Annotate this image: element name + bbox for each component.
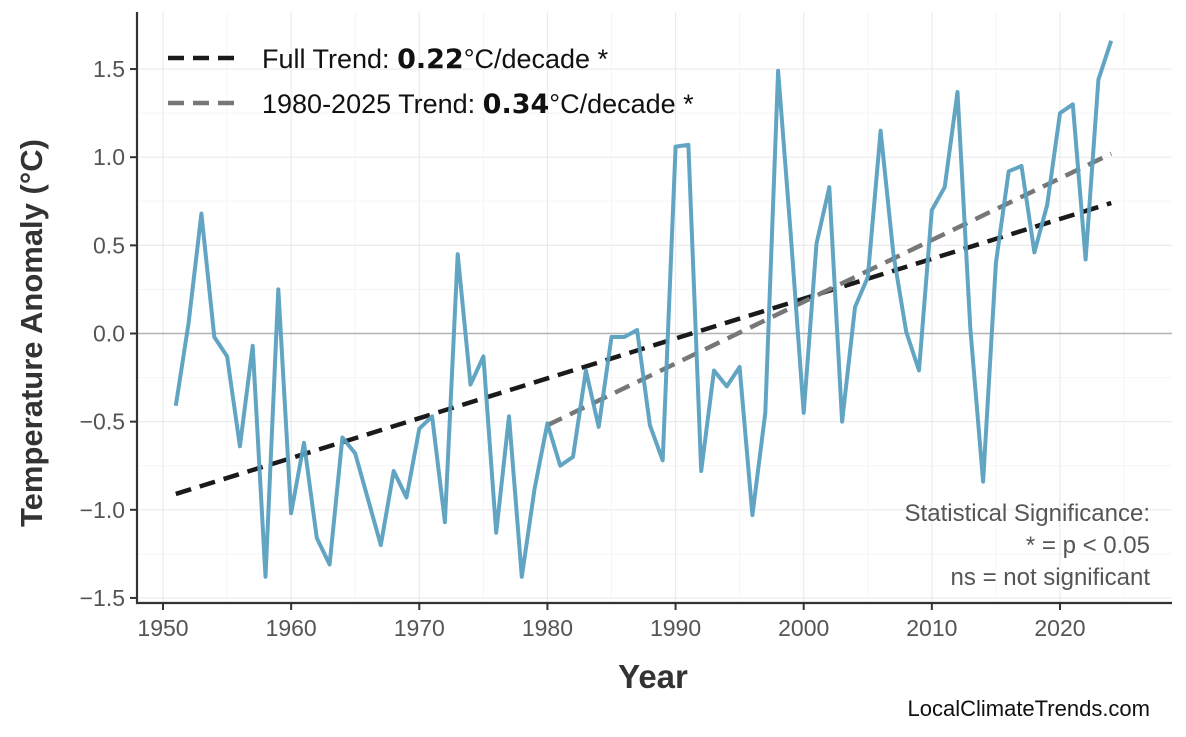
- x-axis-label: Year: [618, 658, 688, 695]
- series: [173, 40, 1114, 579]
- y-tick-label: −1.0: [80, 497, 125, 523]
- x-tick-label: 2020: [1034, 615, 1085, 641]
- x-tick-label: 1980: [522, 615, 573, 641]
- y-tick-label: 0.0: [93, 321, 125, 347]
- legend-prefix: Full Trend:: [262, 44, 397, 74]
- watermark: LocalClimateTrends.com: [908, 696, 1151, 721]
- y-tick-label: −1.5: [80, 585, 125, 611]
- x-tick-label: 1970: [394, 615, 445, 641]
- x-tick-label: 1950: [137, 615, 188, 641]
- tick-labels: −1.5 −1.0 −0.5 0.0 0.5 1.0 1.5 1950 1960 1970 1980…: [80, 56, 1086, 641]
- legend-value: 0.22: [397, 44, 464, 75]
- y-tick-label: 0.5: [93, 232, 125, 258]
- y-tick-label: −0.5: [80, 409, 125, 435]
- legend-suffix: °C/decade *: [464, 44, 609, 74]
- anomaly-series-line: [173, 40, 1114, 579]
- recent-trend-line: [546, 151, 1113, 428]
- legend-label-recent-trend: 1980-2025 Trend: 0.34°C/decade *: [262, 89, 694, 120]
- x-tick-label: 2000: [778, 615, 829, 641]
- axes: [135, 12, 1172, 605]
- legend-label-full-trend: Full Trend: 0.22°C/decade *: [262, 44, 609, 75]
- legend: Full Trend: 0.22°C/decade * 1980-2025 Tr…: [168, 44, 694, 120]
- x-tick-label: 1990: [650, 615, 701, 641]
- y-tick-label: 1.0: [93, 144, 125, 170]
- legend-value: 0.34: [483, 89, 550, 120]
- y-tick-label: 1.5: [93, 56, 125, 82]
- x-tick-label: 1960: [266, 615, 317, 641]
- grid: [137, 12, 1172, 603]
- y-axis-label: Temperature Anomaly (°C): [14, 139, 49, 527]
- x-tick-label: 2010: [906, 615, 957, 641]
- note-line: Statistical Significance:: [905, 500, 1150, 527]
- trend-lines: [175, 151, 1113, 497]
- legend-prefix: 1980-2025 Trend:: [262, 89, 483, 119]
- significance-note: Statistical Significance: * = p < 0.05 n…: [905, 500, 1151, 591]
- legend-suffix: °C/decade *: [549, 89, 694, 119]
- note-line: * = p < 0.05: [1026, 532, 1150, 559]
- full-trend-line: [175, 200, 1112, 497]
- note-line: ns = not significant: [951, 564, 1151, 591]
